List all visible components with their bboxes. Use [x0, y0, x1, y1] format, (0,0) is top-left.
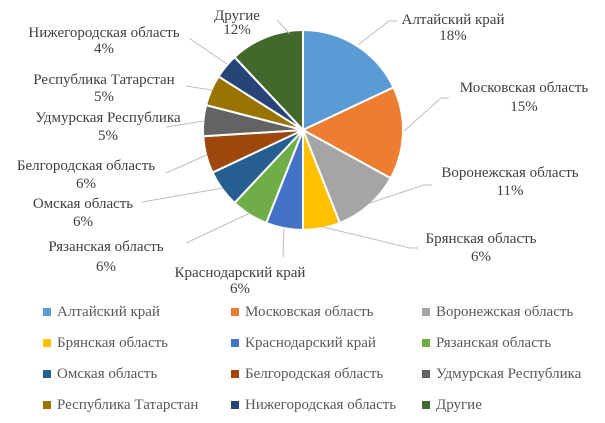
data-label-6: Рязанская область 6% [48, 239, 163, 275]
data-label-percent: 12% [223, 22, 251, 38]
data-label-1: Алтайский край 18% [402, 12, 505, 44]
legend-item-4: Брянская область [43, 334, 168, 352]
legend-marker [422, 308, 430, 316]
legend-marker [422, 339, 430, 347]
legend-label: Брянская область [57, 334, 169, 351]
legend-marker [43, 370, 51, 378]
data-label-4: Брянская область 6% [425, 231, 536, 265]
pie-chart-svg: Алтайский край 18% Московская область 15% Во… [17, 8, 589, 297]
leader-line-8 [165, 154, 208, 174]
data-label-percent: 15% [510, 99, 538, 115]
pie-slice-3 [302, 129, 392, 224]
data-label-7: Омская область 6% [33, 196, 133, 230]
legend-label: Другие [436, 396, 482, 413]
data-label-name: Воронежская область [441, 165, 578, 181]
legend-item-1: Алтайский край [43, 303, 160, 321]
legend-label: Республика Татарстан [57, 396, 199, 413]
legend-label: Белгородская область [245, 365, 384, 382]
leader-line-4 [322, 226, 418, 249]
data-label-percent: 4% [94, 41, 114, 57]
data-label-percent: 6% [96, 259, 116, 275]
data-label-percent: 5% [98, 128, 118, 144]
data-label-name: Удмурская Республика [35, 110, 181, 126]
data-label-name: Московская область [460, 80, 589, 96]
data-label-2: Московская область 15% [460, 80, 589, 115]
pie-slice-12 [233, 29, 304, 131]
data-label-8: Белгородская область 6% [17, 158, 155, 192]
data-label-name: Рязанская область [48, 239, 163, 255]
data-label-5: Краснодарский край 6% [175, 265, 306, 297]
pie-slice-1 [302, 29, 395, 131]
leader-line-2 [403, 97, 449, 132]
data-label-name: Республика Татарстан [33, 72, 174, 88]
legend-label: Воронежская область [436, 303, 574, 320]
legend-item-11: Нижегородская область [231, 396, 396, 414]
data-label-name: Алтайский край [402, 12, 505, 28]
leader-line-9 [165, 120, 205, 128]
legend-item-12: Другие [422, 396, 482, 414]
legend-item-6: Рязанская область [422, 334, 551, 352]
legend-marker [43, 308, 51, 316]
data-label-name: Нижегородская область [28, 25, 179, 41]
data-label-percent: 6% [76, 176, 96, 192]
data-label-3: Воронежская область 11% [441, 165, 578, 199]
data-label-9: Удмурская Республика 5% [35, 110, 181, 144]
data-label-percent: 6% [471, 249, 491, 265]
data-label-name: Краснодарский край [175, 265, 306, 281]
legend-label: Нижегородская область [245, 396, 397, 413]
leader-line-10 [185, 85, 213, 91]
legend-item-8: Белгородская область [231, 365, 383, 383]
legend-item-10: Республика Татарстан [43, 396, 198, 414]
legend-label: Омская область [57, 365, 158, 382]
data-label-10: Республика Татарстан 5% [33, 72, 174, 105]
leader-line-1 [357, 20, 397, 46]
leader-line-12 [276, 19, 291, 35]
legend-item-3: Воронежская область [422, 303, 573, 321]
leader-line-5 [282, 227, 285, 258]
legend-marker [422, 401, 430, 409]
legend-label: Удмурская Республика [436, 365, 582, 382]
data-label-12: Другие 12% [214, 8, 260, 38]
legend-marker [231, 339, 239, 347]
legend-marker [422, 370, 430, 378]
legend-item-5: Краснодарский край [231, 334, 376, 352]
legend-label: Алтайский край [57, 303, 160, 320]
legend-marker [231, 308, 239, 316]
data-label-percent: 18% [439, 28, 467, 44]
legend-marker [231, 370, 239, 378]
data-label-name: Омская область [33, 196, 133, 212]
legend-item-9: Удмурская Республика [422, 365, 581, 383]
legend-marker [231, 401, 239, 409]
leader-line-3 [369, 184, 432, 204]
legend-label: Рязанская область [436, 334, 552, 351]
leader-line-6 [185, 212, 251, 244]
legend-label: Московская область [245, 303, 374, 320]
data-label-name: Брянская область [425, 231, 536, 247]
data-label-name: Другие [214, 8, 260, 24]
legend-marker [43, 401, 51, 409]
data-label-percent: 5% [94, 89, 114, 105]
legend-marker [43, 339, 51, 347]
data-label-percent: 6% [73, 214, 93, 230]
pie-slice-2 [302, 86, 404, 180]
leader-line-7 [141, 187, 224, 203]
data-label-11: Нижегородская область 4% [28, 25, 179, 57]
legend-label: Краснодарский край [245, 334, 376, 351]
data-label-percent: 11% [497, 183, 524, 199]
leader-line-11 [188, 37, 228, 65]
legend-item-2: Московская область [231, 303, 374, 321]
data-label-percent: 6% [230, 281, 250, 297]
data-label-name: Белгородская область [17, 158, 155, 174]
legend-item-7: Омская область [43, 365, 157, 383]
